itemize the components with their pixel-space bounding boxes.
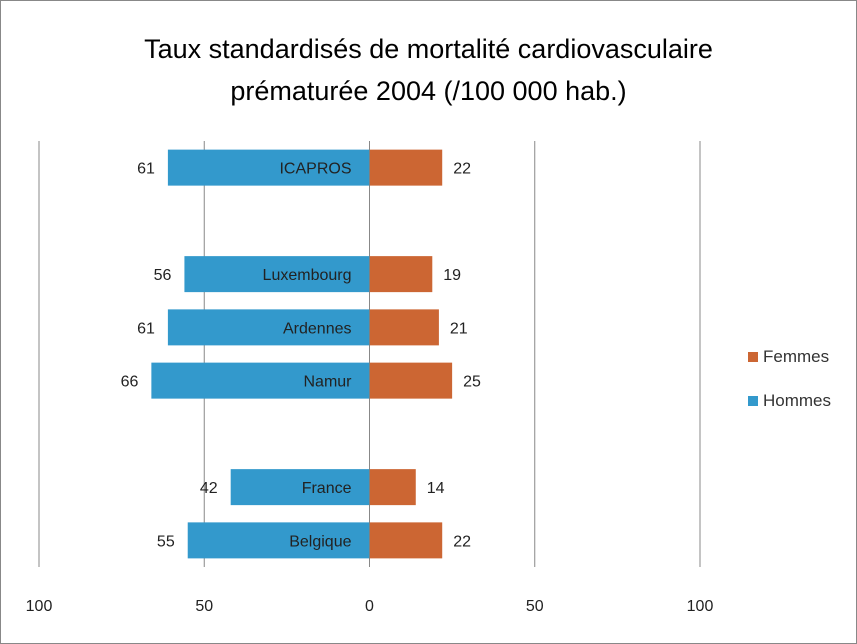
- x-tick-label: 100: [687, 598, 714, 615]
- data-label-femmes: 19: [443, 267, 461, 284]
- bar-hommes: [230, 469, 370, 506]
- legend-swatch-femmes: [748, 352, 758, 362]
- bar-femmes: [369, 522, 443, 559]
- title-line-1: Taux standardisés de mortalité cardiovas…: [144, 34, 713, 64]
- category-label: Belgique: [289, 533, 351, 550]
- data-label-hommes: 56: [154, 267, 172, 284]
- x-tick-label: 0: [365, 598, 374, 615]
- bar-hommes: [151, 362, 370, 399]
- category-label: France: [302, 480, 352, 497]
- data-label-hommes: 61: [137, 320, 155, 337]
- bar-hommes: [167, 309, 370, 346]
- x-tick-label: 50: [526, 598, 544, 615]
- bar-hommes: [187, 522, 370, 559]
- data-label-femmes: 22: [453, 533, 471, 550]
- legend-femmes: Femmes: [748, 347, 829, 367]
- data-label-femmes: 25: [463, 374, 481, 391]
- data-label-femmes: 22: [453, 161, 471, 178]
- chart-title: Taux standardisés de mortalité cardiovas…: [0, 28, 857, 112]
- bar-femmes: [369, 469, 416, 506]
- bar-femmes: [369, 309, 439, 346]
- data-label-femmes: 21: [450, 320, 468, 337]
- data-label-hommes: 61: [137, 161, 155, 178]
- legend-hommes: Hommes: [748, 391, 831, 411]
- category-label: ICAPROS: [279, 161, 351, 178]
- data-label-hommes: 55: [157, 533, 175, 550]
- bar-hommes: [184, 256, 370, 293]
- legend-swatch-hommes: [748, 396, 758, 406]
- title-line-2: prématurée 2004 (/100 000 hab.): [230, 76, 627, 106]
- legend-label-femmes: Femmes: [763, 347, 830, 366]
- data-label-hommes: 42: [200, 480, 218, 497]
- category-label: Luxembourg: [263, 267, 352, 284]
- bar-femmes: [369, 362, 453, 399]
- bar-hommes: [167, 149, 370, 186]
- legend-label-hommes: Hommes: [763, 391, 832, 410]
- x-tick-label: 50: [195, 598, 213, 615]
- data-label-hommes: 66: [121, 374, 139, 391]
- data-label-femmes: 14: [427, 480, 445, 497]
- category-label: Ardennes: [283, 320, 352, 337]
- category-label: Namur: [303, 374, 352, 391]
- x-tick-label: 100: [26, 598, 53, 615]
- bar-femmes: [369, 256, 433, 293]
- bar-femmes: [369, 149, 443, 186]
